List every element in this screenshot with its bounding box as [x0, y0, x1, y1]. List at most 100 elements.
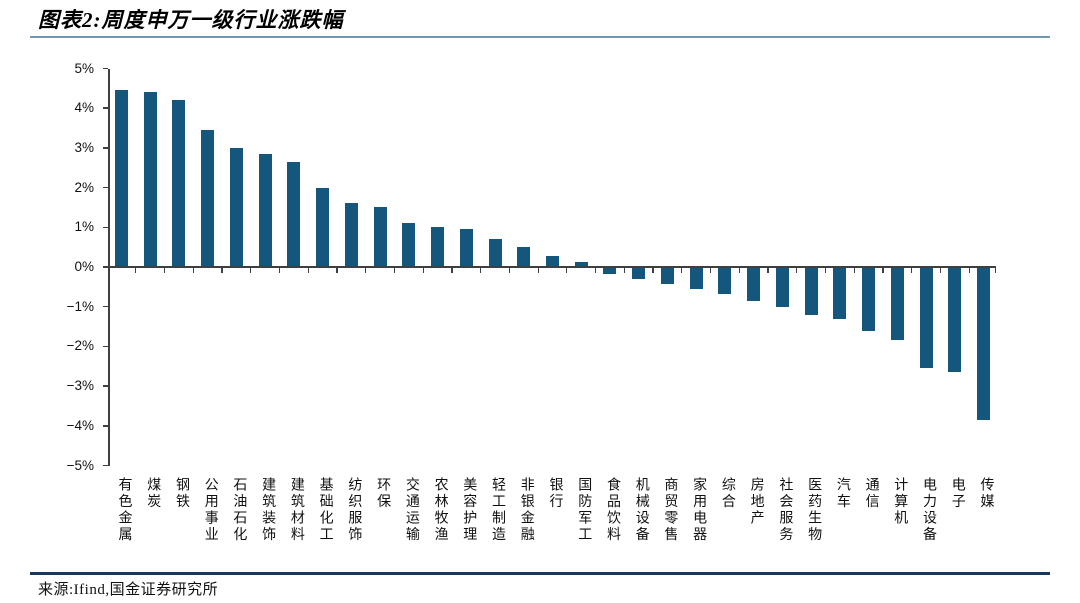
category-label: 基础化工 [317, 477, 333, 543]
bar [603, 267, 617, 275]
category-label: 家用电器 [691, 477, 707, 543]
bar [488, 239, 502, 267]
y-axis-tick-label: 4% [74, 100, 94, 116]
category-label: 农林牧渔 [432, 477, 448, 543]
bar [890, 267, 904, 341]
x-axis-tick [537, 266, 539, 273]
bar [316, 187, 330, 267]
bar [201, 130, 215, 267]
figure-title: 图表2:周度申万一级行业涨跌幅 [38, 8, 344, 32]
bar [546, 255, 559, 267]
x-axis-tick [192, 266, 194, 273]
y-axis-tick [103, 107, 108, 109]
y-axis-tick [103, 345, 108, 348]
category-label: 银行 [547, 477, 563, 510]
x-axis-tick [882, 266, 884, 273]
x-axis-tick [307, 266, 309, 273]
bar [747, 267, 761, 301]
y-axis-tick [103, 147, 108, 149]
bar [919, 267, 933, 369]
category-label: 电子 [949, 477, 965, 510]
category-label: 商贸零售 [662, 477, 678, 543]
category-label: 房地产 [748, 477, 764, 527]
x-axis-tick [451, 266, 453, 273]
category-label: 综合 [719, 477, 735, 510]
y-axis-tick [103, 464, 108, 467]
category-label: 通信 [863, 477, 879, 510]
category-label: 石油石化 [231, 477, 247, 543]
category-label: 有色金属 [116, 477, 132, 543]
category-label: 机械设备 [633, 477, 649, 543]
x-axis-tick [221, 266, 223, 273]
category-label: 环保 [375, 477, 391, 510]
title-divider [30, 36, 1050, 38]
bar [574, 262, 588, 267]
x-axis-tick [623, 266, 625, 273]
category-label: 电力设备 [921, 477, 937, 543]
bar [172, 100, 186, 267]
bar [775, 267, 789, 307]
bar [718, 267, 732, 294]
category-label: 医药生物 [806, 477, 822, 543]
category-label: 传媒 [978, 477, 994, 510]
category-label: 轻工制造 [490, 477, 506, 543]
y-axis-tick [103, 186, 108, 189]
y-axis-tick-label: 5% [74, 60, 94, 76]
y-axis-tick-label: −2% [66, 338, 94, 354]
x-axis-tick [709, 266, 712, 273]
x-axis-tick [853, 266, 855, 273]
y-axis-tick [103, 67, 108, 70]
category-label: 食品饮料 [604, 477, 620, 543]
y-axis-tick-label: −4% [66, 417, 94, 433]
category-label: 建筑材料 [288, 477, 304, 543]
x-axis-tick [994, 266, 996, 273]
category-label: 交通运输 [403, 477, 419, 543]
category-label: 公用事业 [202, 477, 218, 543]
y-axis-tick [103, 305, 108, 308]
x-axis-tick [278, 266, 281, 273]
bar [229, 147, 243, 267]
source-text: 来源:Ifind,国金证券研究所 [38, 582, 219, 598]
y-axis-tick [103, 226, 108, 229]
y-axis-tick-label: 0% [74, 259, 94, 274]
category-label: 钢铁 [173, 477, 189, 510]
category-label: 计算机 [892, 477, 908, 527]
y-axis-tick-label: −3% [66, 378, 94, 394]
bar [258, 153, 272, 267]
y-axis-tick-label: 1% [74, 219, 94, 235]
category-label: 社会服务 [777, 477, 793, 543]
bar [977, 267, 990, 420]
x-axis-tick [681, 266, 683, 273]
category-label: 非银金融 [518, 477, 534, 543]
x-axis-tick [336, 266, 338, 273]
y-axis-tick [103, 385, 108, 387]
category-label: 纺织服饰 [346, 477, 362, 543]
x-axis-tick [824, 266, 827, 273]
category-label: 建筑装饰 [260, 477, 276, 543]
y-axis-tick [103, 266, 108, 268]
bar [373, 207, 387, 267]
category-label: 煤炭 [145, 477, 161, 510]
bar [804, 267, 818, 315]
x-axis-tick [365, 266, 367, 273]
x-axis-tick [939, 266, 941, 273]
bar [660, 267, 674, 284]
x-axis-tick [393, 266, 396, 273]
x-axis-tick [595, 266, 597, 273]
bar [833, 267, 847, 319]
bar [459, 229, 473, 267]
footer-divider [30, 572, 1050, 575]
bar [431, 227, 445, 267]
x-axis-tick [566, 266, 568, 273]
bar [115, 90, 128, 267]
y-axis-tick-label: −1% [66, 298, 94, 314]
y-axis-tick-label: 3% [74, 139, 94, 155]
x-axis-tick [250, 266, 252, 273]
bar [287, 161, 301, 267]
category-label: 国防军工 [576, 477, 592, 543]
bar [344, 203, 358, 267]
category-label: 美容护理 [461, 477, 477, 543]
x-axis-tick [164, 266, 166, 273]
